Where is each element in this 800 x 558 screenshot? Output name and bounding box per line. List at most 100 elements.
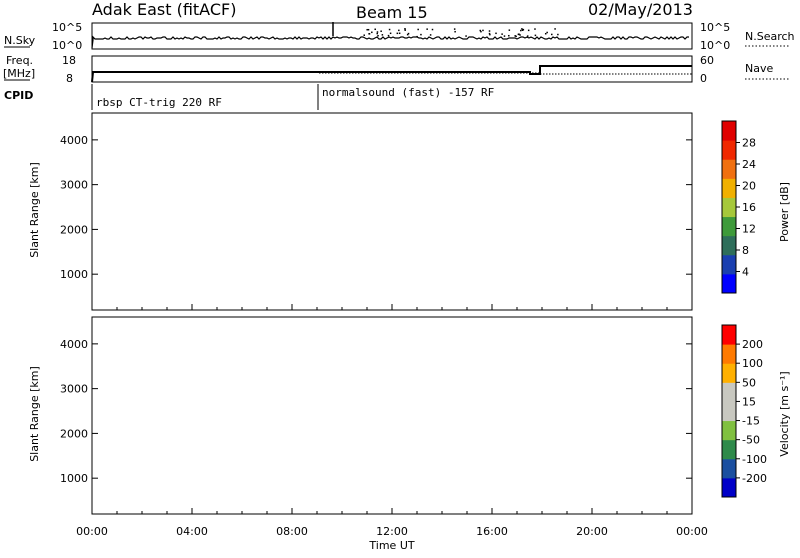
nsearch-point [363, 34, 365, 36]
nsearch-point [387, 34, 390, 37]
nsearch-point [508, 34, 510, 37]
colorbar-segment [722, 439, 736, 460]
colorbar-segment [722, 325, 736, 345]
nsearch-point [515, 35, 517, 38]
y-tick-label: 1000 [60, 472, 88, 485]
colorbar-segment [722, 477, 736, 498]
nsearch-point [534, 28, 536, 30]
nsky-panel: N.Sky 10^5 10^0 10^5 10^0 N.Search [4, 21, 795, 52]
nsearch-point [389, 32, 392, 35]
nsearch-label: N.Search [745, 30, 795, 43]
nsearch-point [495, 32, 497, 35]
power-ylabel: Slant Range [km] [28, 162, 41, 258]
colorbar-segment [722, 140, 736, 160]
colorbar-segment [722, 382, 736, 402]
nsearch-point [431, 28, 434, 31]
x-tick-label: 00:00 [676, 525, 708, 538]
nave-label: Nave [745, 62, 773, 75]
cpid-panel: CPID rbsp CT-trig 220 RF normalsound (fa… [4, 84, 494, 110]
colorbar-segment [722, 401, 736, 422]
x-tick-label: 04:00 [176, 525, 208, 538]
x-tick-label: 12:00 [376, 525, 408, 538]
nsearch-point [501, 33, 503, 35]
nsearch-point [368, 33, 371, 35]
freq-label-line2: [MHz] [3, 67, 35, 80]
nsearch-point [429, 34, 432, 36]
x-tick-label: 00:00 [76, 525, 108, 538]
beam-title: Beam 15 [356, 3, 428, 22]
nsearch-point [489, 33, 491, 36]
nsearch-point [388, 28, 391, 31]
colorbar-segment [722, 216, 736, 237]
nsearch-point [366, 28, 368, 31]
nsearch-point [404, 28, 406, 30]
velocity-panel: 1000 2000 3000 4000 Slant Range [km] 200 100… [28, 316, 791, 515]
nsearch-tick-bottom: 10^0 [700, 39, 730, 52]
nsky-tick-bottom: 10^0 [52, 39, 82, 52]
nsearch-point [398, 32, 401, 35]
y-tick-label: 2000 [60, 427, 88, 440]
nsearch-point [416, 35, 418, 38]
nsearch-point [374, 28, 376, 31]
power-panel: 1000 2000 3000 4000 Slant Range [km] 4 8 12 16… [28, 112, 791, 311]
y-tick-label: 2000 [60, 223, 88, 236]
nsearch-point [488, 30, 491, 32]
velocity-colorbar: 200 100 50 15 -15 -50 -100 -200 [721, 324, 767, 498]
velocity-colorbar-label: Velocity [m s⁻¹] [778, 371, 791, 456]
power-colorbar-label: Power [dB] [778, 182, 791, 242]
nsearch-point [371, 31, 373, 34]
nsearch-point [544, 32, 547, 35]
nsearch-point [377, 34, 379, 37]
nsearch-point [426, 28, 428, 30]
colorbar-tick-label: 100 [742, 357, 763, 370]
nsearch-point [514, 35, 516, 37]
y-tick-label: 3000 [60, 179, 88, 192]
nsearch-point [508, 29, 511, 31]
nsky-trace [91, 22, 689, 49]
colorbar-tick-label: 20 [742, 180, 756, 193]
y-tick-label: 4000 [60, 134, 88, 147]
colorbar-segment [722, 178, 736, 198]
colorbar-tick-label: -50 [742, 434, 760, 447]
x-tick-label: 20:00 [576, 525, 608, 538]
nsearch-point [381, 34, 384, 36]
freq-trace [91, 65, 692, 83]
nsearch-point [465, 35, 467, 37]
cpid-segment-2: normalsound (fast) -157 RF [322, 86, 494, 99]
colorbar-tick-label: -200 [742, 472, 767, 485]
nsearch-point [521, 28, 523, 30]
nsky-line [91, 35, 689, 49]
nsearch-point [488, 32, 491, 35]
cpid-label: CPID [4, 89, 33, 102]
colorbar-segment [722, 254, 736, 275]
colorbar-segment [722, 458, 736, 479]
nsearch-point [453, 28, 456, 30]
y-tick-label: 1000 [60, 268, 88, 281]
velocity-ylabel: Slant Range [km] [28, 366, 41, 462]
colorbar-tick-label: 4 [742, 266, 749, 279]
nsearch-point [546, 31, 548, 34]
time-x-axis: 00:00 04:00 08:00 12:00 16:00 20:00 00:00 [76, 304, 708, 538]
nsearch-point [526, 35, 529, 37]
nsearch-point [479, 29, 482, 32]
nsky-label: N.Sky [4, 34, 36, 47]
colorbar-segment [722, 420, 736, 441]
nsearch-point [482, 29, 484, 32]
nsky-tick-top: 10^5 [52, 21, 82, 34]
colorbar-tick-label: 16 [742, 201, 756, 214]
nave-tick-top: 60 [700, 54, 714, 67]
nsearch-point [557, 33, 559, 36]
colorbar-segment [722, 197, 736, 218]
nsearch-point [527, 29, 530, 32]
nsearch-point [454, 30, 456, 33]
nsearch-point [396, 32, 399, 35]
x-tick-label: 08:00 [276, 525, 308, 538]
colorbar-segment [722, 273, 736, 294]
nsearch-point [417, 28, 419, 31]
power-y-axis: 1000 2000 3000 4000 [60, 134, 692, 281]
nsearch-point [480, 30, 482, 33]
nsearch-point [380, 30, 382, 32]
nsearch-point [554, 28, 556, 30]
colorbar-tick-label: 28 [742, 137, 756, 150]
